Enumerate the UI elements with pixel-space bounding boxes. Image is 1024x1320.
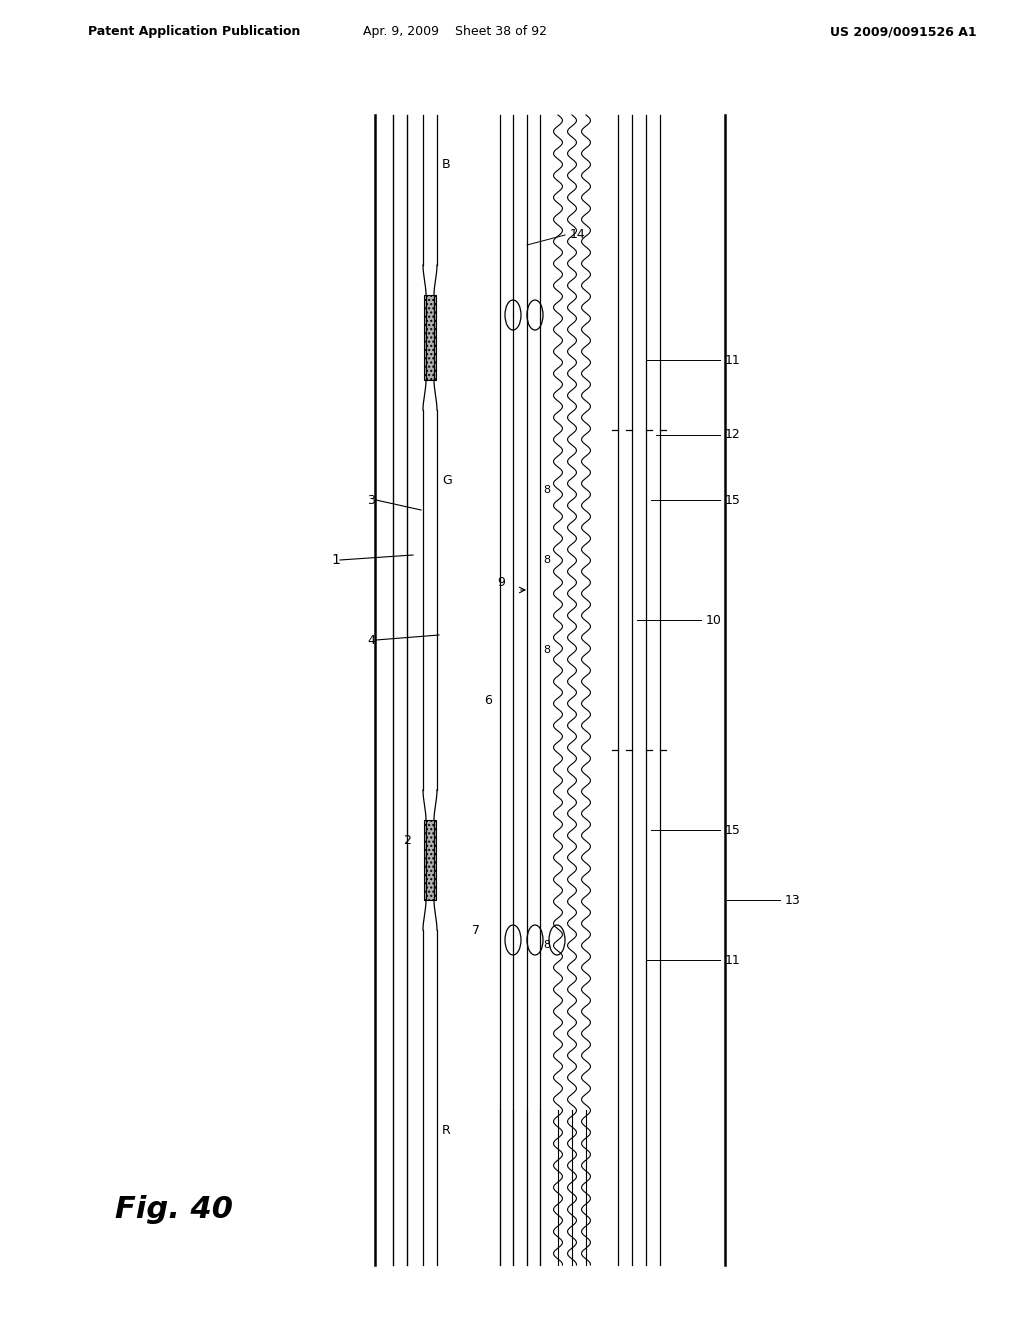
Bar (424, 820, 436, 900)
Text: 8: 8 (543, 554, 550, 565)
Text: 6: 6 (484, 693, 492, 706)
Text: Patent Application Publication: Patent Application Publication (88, 25, 300, 38)
Text: G: G (442, 474, 452, 487)
Text: 11: 11 (725, 354, 740, 367)
Text: US 2009/0091526 A1: US 2009/0091526 A1 (830, 25, 977, 38)
Text: 12: 12 (725, 429, 740, 441)
Text: 11: 11 (725, 953, 740, 966)
Ellipse shape (527, 925, 543, 954)
Ellipse shape (527, 300, 543, 330)
Text: 4: 4 (368, 634, 375, 647)
Text: 1: 1 (331, 553, 340, 568)
Text: Fig. 40: Fig. 40 (115, 1196, 233, 1225)
Text: 3: 3 (368, 494, 375, 507)
Text: 8: 8 (543, 484, 550, 495)
Text: 9: 9 (497, 576, 505, 589)
Text: R: R (442, 1123, 451, 1137)
Text: B: B (442, 158, 451, 172)
Ellipse shape (549, 925, 565, 954)
Text: 7: 7 (472, 924, 480, 936)
Text: Apr. 9, 2009    Sheet 38 of 92: Apr. 9, 2009 Sheet 38 of 92 (362, 25, 547, 38)
Ellipse shape (505, 925, 521, 954)
Text: 15: 15 (725, 494, 741, 507)
Text: 13: 13 (785, 894, 801, 907)
Text: 2: 2 (403, 833, 411, 846)
Text: 14: 14 (570, 228, 586, 242)
Text: 15: 15 (725, 824, 741, 837)
Text: 10: 10 (706, 614, 722, 627)
Ellipse shape (505, 300, 521, 330)
Bar (424, 294, 436, 380)
Text: 8: 8 (543, 940, 550, 950)
Text: 8: 8 (543, 645, 550, 655)
